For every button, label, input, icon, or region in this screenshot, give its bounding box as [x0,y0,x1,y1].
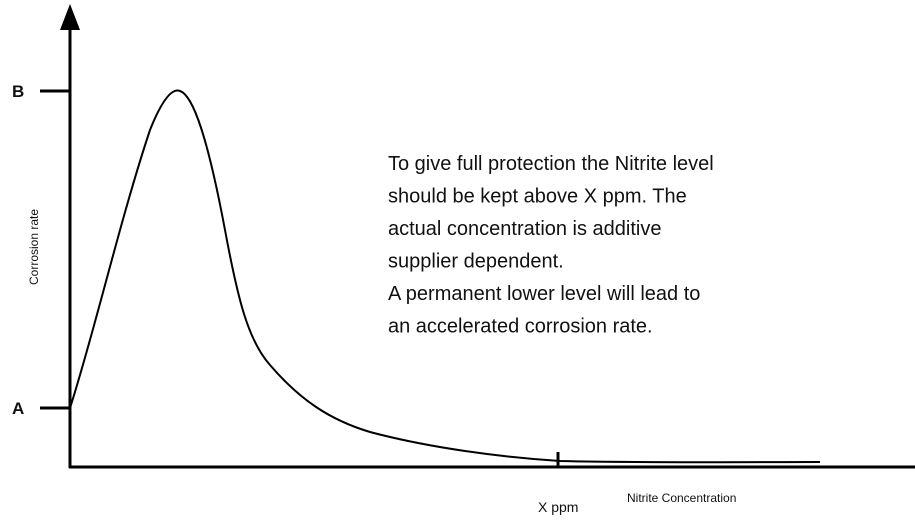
x-axis-label: Nitrite Concentration [627,491,736,505]
annotation: To give full protection the Nitrite leve… [388,153,714,338]
annotation-line: actual concentration is additive [388,218,662,240]
y-axis-label: Corrosion rate [27,209,41,285]
annotation-line: To give full protection the Nitrite leve… [388,153,714,175]
annotation-line: supplier dependent. [388,251,564,273]
x-marker-label: X ppm [538,499,578,515]
annotation-line: should be kept above X ppm. The [388,186,687,208]
annotation-line: A permanent lower level will lead to [388,283,700,305]
marker-a: A [12,399,24,418]
corrosion-curve [69,89,821,464]
y-axis-arrow [60,4,80,30]
marker-b: B [12,82,24,101]
annotation-line: an accelerated corrosion rate. [388,316,653,338]
